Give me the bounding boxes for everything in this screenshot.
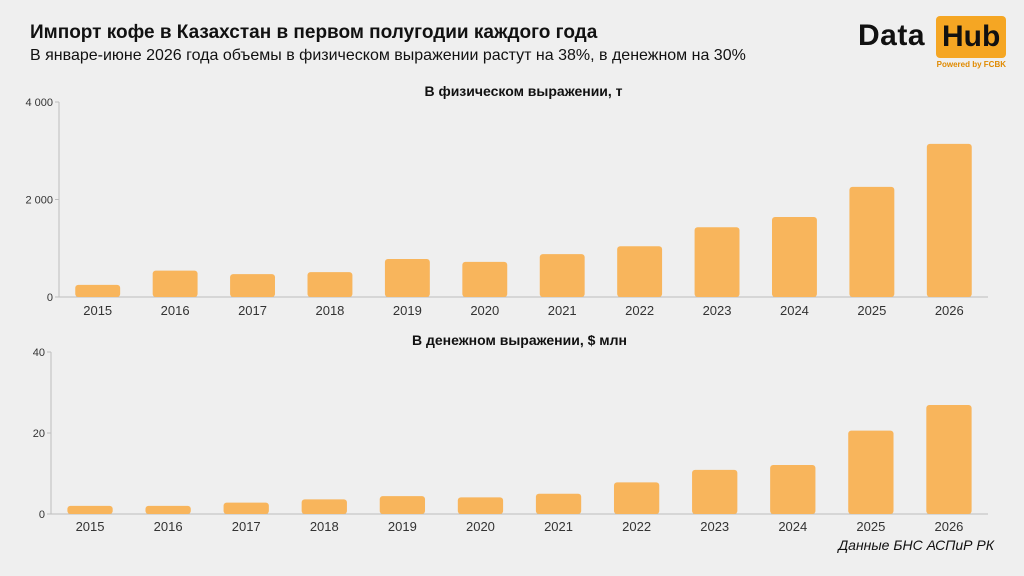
x-category-label: 2025 [856,519,885,534]
bar-2016 [152,270,198,297]
x-category-label: 2018 [310,519,339,534]
y-tick-label: 40 [33,347,45,359]
x-category-label: 2021 [548,303,577,318]
data-source: Данные БНС АСПиР РК [838,537,994,553]
logo-word-data: Data [858,19,926,52]
bar-2021 [535,493,582,514]
x-category-label: 2020 [466,519,495,534]
bar-2017 [230,274,275,297]
x-category-label: 2026 [935,303,964,318]
bar-2016 [145,505,191,514]
bar-2015 [67,505,113,514]
y-tick-label: 0 [47,292,53,304]
chart-title: В физическом выражении, т [424,83,622,99]
x-category-label: 2018 [315,303,344,318]
x-category-label: 2020 [470,303,499,318]
x-category-label: 2022 [625,303,654,318]
y-tick-label: 4 000 [25,97,53,109]
bar-2021 [539,254,585,297]
bar-2020 [457,497,504,514]
bar-2022 [617,246,663,297]
bar-2015 [75,284,121,297]
x-category-label: 2024 [780,303,809,318]
chart-physical-volume: В физическом выражении, т 0 2 000 4 000 2015… [25,83,988,318]
y-tick-label: 20 [33,428,45,440]
bar-2020 [462,261,508,297]
page-title: Импорт кофе в Казахстан в первом полугод… [30,22,598,43]
x-category-label: 2026 [934,519,963,534]
x-category-label: 2016 [161,303,190,318]
x-category-label: 2015 [83,303,112,318]
datahub-logo: Data Hub Powered by FCBK [858,16,1010,72]
x-category-label: 2023 [703,303,732,318]
chart-title: В денежном выражении, $ млн [412,332,627,348]
bar-2023 [694,227,740,297]
x-category-label: 2019 [388,519,417,534]
x-category-label: 2016 [154,519,183,534]
bar-2025 [848,430,894,514]
bar-2025 [849,186,895,297]
x-category-label: 2019 [393,303,422,318]
y-tick-label: 2 000 [25,195,53,207]
x-category-label: 2021 [544,519,573,534]
bar-2024 [772,217,817,297]
logo-word-hub: Hub [936,16,1007,58]
x-category-label: 2017 [238,303,267,318]
x-category-label: 2015 [76,519,105,534]
bar-2019 [379,496,426,514]
bar-2017 [223,502,269,514]
bar-2018 [307,272,353,297]
x-category-label: 2023 [700,519,729,534]
bar-2019 [384,258,430,297]
bar-2026 [926,405,972,514]
x-category-label: 2024 [778,519,807,534]
bar-2023 [692,469,738,514]
bar-2024 [770,464,816,514]
x-category-label: 2017 [232,519,261,534]
bar-2018 [301,499,347,514]
y-tick-label: 0 [39,509,45,521]
bar-2022 [613,482,660,514]
x-category-label: 2025 [857,303,886,318]
bar-2026 [926,143,972,297]
logo-tagline: Powered by FCBK [936,60,1006,69]
page-subtitle: В январе-июне 2026 года объемы в физичес… [30,47,746,64]
x-category-label: 2022 [622,519,651,534]
